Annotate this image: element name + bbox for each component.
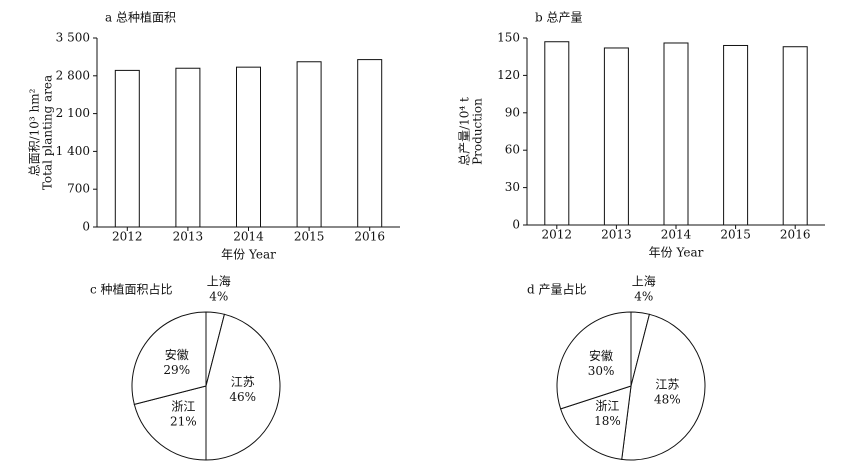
bar [236, 66, 261, 228]
y-tick-label: 150 [497, 31, 520, 45]
y-tick-label: 1 400 [56, 144, 90, 158]
slice-label: 安徽 [165, 347, 189, 362]
slice-value: 18% [594, 414, 621, 428]
y-tick-label: 60 [505, 143, 520, 157]
slice-value: 46% [229, 390, 256, 404]
bar [663, 42, 689, 226]
slice-label: 浙江 [171, 400, 195, 414]
chart-title: b 总产量 [535, 11, 583, 25]
x-tick-label: 2012 [542, 228, 573, 242]
x-axis-label: 年份 Year [649, 246, 704, 260]
slice-label: 江苏 [231, 375, 255, 389]
y-tick-label: 120 [497, 68, 520, 82]
y-axis-label: 总面积/10³ hm² [28, 88, 42, 176]
bar [723, 44, 749, 226]
slice-label: 江苏 [655, 377, 679, 391]
x-tick-label: 2014 [233, 230, 264, 244]
pie-slice [133, 385, 207, 461]
slice-value: 4% [634, 290, 653, 304]
y-tick-label: 0 [82, 220, 90, 234]
bar [544, 41, 570, 226]
x-tick-label: 2012 [112, 230, 143, 244]
bar [603, 47, 629, 226]
x-tick-label: 2015 [294, 230, 325, 244]
y-tick-label: 90 [505, 105, 520, 119]
chart-title: d 产量占比 [527, 282, 587, 297]
bar [357, 59, 383, 228]
x-tick-label: 2013 [601, 228, 632, 242]
chart-title: a 总种植面积 [105, 10, 176, 25]
x-axis-label: 年份 Year [221, 248, 276, 262]
bar [296, 61, 322, 228]
slice-value: 29% [163, 363, 190, 377]
slice-value: 30% [588, 364, 615, 378]
pie-slice [205, 313, 281, 461]
slice-value: 21% [170, 415, 197, 429]
x-tick-label: 2016 [354, 230, 385, 244]
pie-slice [559, 385, 632, 460]
slice-label: 安徽 [589, 348, 613, 363]
bar [114, 69, 140, 228]
y-tick-label: 2 800 [56, 68, 90, 82]
slice-value: 48% [654, 392, 681, 406]
bar [175, 67, 201, 228]
x-tick-label: 2013 [173, 230, 204, 244]
y-tick-label: 0 [512, 218, 520, 232]
slice-label: 上海 [632, 274, 656, 289]
y-tick-label: 30 [505, 180, 520, 194]
bar [782, 46, 808, 226]
pie-slice [131, 311, 207, 406]
pie-slice [556, 311, 632, 410]
chart-title: c 种植面积占比 [90, 282, 173, 297]
y-tick-label: 700 [67, 182, 90, 196]
y-axis-label: Total planting area [41, 75, 55, 190]
slice-label: 上海 [207, 274, 231, 289]
y-tick-label: 2 100 [56, 106, 90, 120]
pie-slice [621, 313, 706, 461]
slice-value: 4% [209, 290, 228, 304]
x-tick-label: 2015 [720, 228, 751, 242]
x-tick-label: 2014 [661, 228, 692, 242]
x-tick-label: 2016 [780, 228, 811, 242]
y-axis-label: Production [471, 98, 485, 165]
y-axis-label: 总产量/10⁴ t [458, 97, 472, 166]
slice-label: 浙江 [595, 399, 619, 413]
y-tick-label: 3 500 [56, 31, 90, 45]
